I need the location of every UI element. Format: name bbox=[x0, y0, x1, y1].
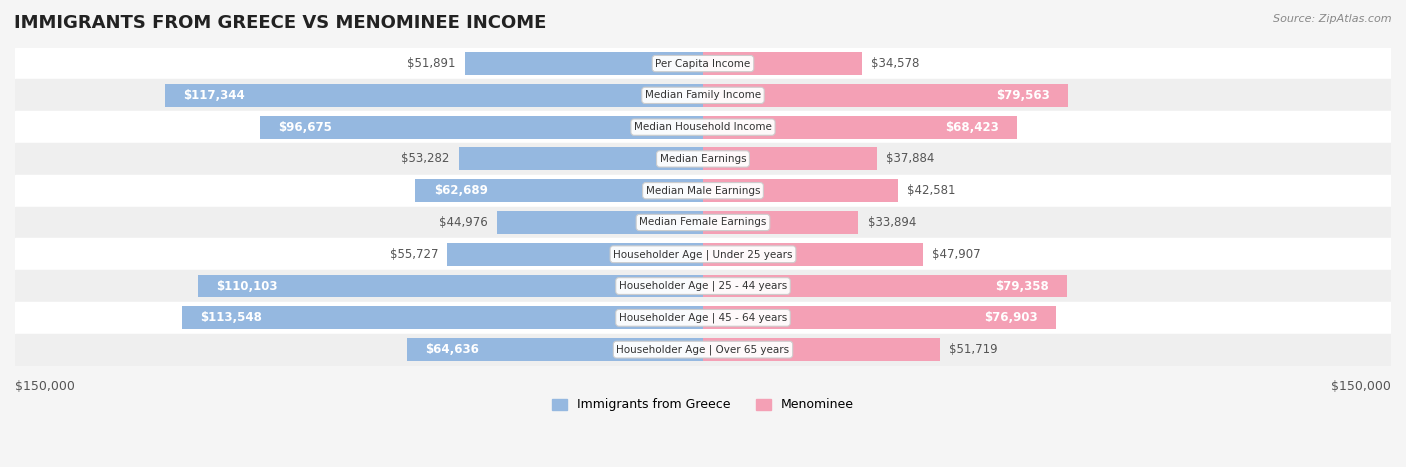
Text: $110,103: $110,103 bbox=[217, 280, 278, 292]
Text: $96,675: $96,675 bbox=[278, 120, 332, 134]
Text: $47,907: $47,907 bbox=[932, 248, 980, 261]
Bar bbox=[15, 206, 1391, 238]
Bar bbox=[415, 179, 703, 202]
Text: $51,891: $51,891 bbox=[408, 57, 456, 70]
Text: Median Family Income: Median Family Income bbox=[645, 90, 761, 100]
Bar bbox=[703, 84, 1069, 107]
Text: Householder Age | Under 25 years: Householder Age | Under 25 years bbox=[613, 249, 793, 260]
Bar bbox=[703, 116, 1017, 139]
Text: Householder Age | 45 - 64 years: Householder Age | 45 - 64 years bbox=[619, 312, 787, 323]
Bar bbox=[260, 116, 703, 139]
Bar bbox=[165, 84, 703, 107]
Legend: Immigrants from Greece, Menominee: Immigrants from Greece, Menominee bbox=[547, 394, 859, 417]
Bar bbox=[15, 302, 1391, 334]
Bar bbox=[703, 243, 922, 266]
Bar bbox=[15, 111, 1391, 143]
Text: $76,903: $76,903 bbox=[984, 311, 1038, 325]
Bar bbox=[447, 243, 703, 266]
Text: $33,894: $33,894 bbox=[868, 216, 915, 229]
Text: $62,689: $62,689 bbox=[434, 184, 488, 197]
Text: Source: ZipAtlas.com: Source: ZipAtlas.com bbox=[1274, 14, 1392, 24]
Text: $53,282: $53,282 bbox=[401, 152, 450, 165]
Bar bbox=[15, 238, 1391, 270]
Bar bbox=[703, 306, 1056, 329]
Bar bbox=[198, 275, 703, 297]
Text: IMMIGRANTS FROM GREECE VS MENOMINEE INCOME: IMMIGRANTS FROM GREECE VS MENOMINEE INCO… bbox=[14, 14, 547, 32]
Text: $150,000: $150,000 bbox=[1331, 380, 1391, 393]
Bar bbox=[703, 275, 1067, 297]
Text: $34,578: $34,578 bbox=[870, 57, 920, 70]
Text: $79,563: $79,563 bbox=[995, 89, 1050, 102]
Bar bbox=[703, 179, 898, 202]
Bar bbox=[15, 175, 1391, 206]
Text: $55,727: $55,727 bbox=[389, 248, 439, 261]
Bar bbox=[703, 338, 941, 361]
Bar bbox=[703, 148, 877, 170]
Bar bbox=[15, 143, 1391, 175]
Bar bbox=[465, 52, 703, 75]
Text: Householder Age | 25 - 44 years: Householder Age | 25 - 44 years bbox=[619, 281, 787, 291]
Text: Householder Age | Over 65 years: Householder Age | Over 65 years bbox=[616, 344, 790, 355]
Bar bbox=[15, 334, 1391, 366]
Text: Median Earnings: Median Earnings bbox=[659, 154, 747, 164]
Text: $79,358: $79,358 bbox=[995, 280, 1049, 292]
Text: $113,548: $113,548 bbox=[201, 311, 263, 325]
Text: Median Household Income: Median Household Income bbox=[634, 122, 772, 132]
Bar bbox=[15, 48, 1391, 79]
Text: $117,344: $117,344 bbox=[183, 89, 245, 102]
Text: $37,884: $37,884 bbox=[886, 152, 935, 165]
Text: Per Capita Income: Per Capita Income bbox=[655, 58, 751, 69]
Text: $51,719: $51,719 bbox=[949, 343, 998, 356]
Bar bbox=[183, 306, 703, 329]
Bar bbox=[703, 211, 859, 234]
Text: $64,636: $64,636 bbox=[425, 343, 479, 356]
Text: $68,423: $68,423 bbox=[945, 120, 998, 134]
Text: $42,581: $42,581 bbox=[907, 184, 956, 197]
Bar bbox=[406, 338, 703, 361]
Text: $44,976: $44,976 bbox=[439, 216, 488, 229]
Text: $150,000: $150,000 bbox=[15, 380, 75, 393]
Bar bbox=[15, 79, 1391, 111]
Bar bbox=[458, 148, 703, 170]
Bar bbox=[703, 52, 862, 75]
Text: Median Male Earnings: Median Male Earnings bbox=[645, 186, 761, 196]
Bar bbox=[15, 270, 1391, 302]
Bar bbox=[496, 211, 703, 234]
Text: Median Female Earnings: Median Female Earnings bbox=[640, 218, 766, 227]
